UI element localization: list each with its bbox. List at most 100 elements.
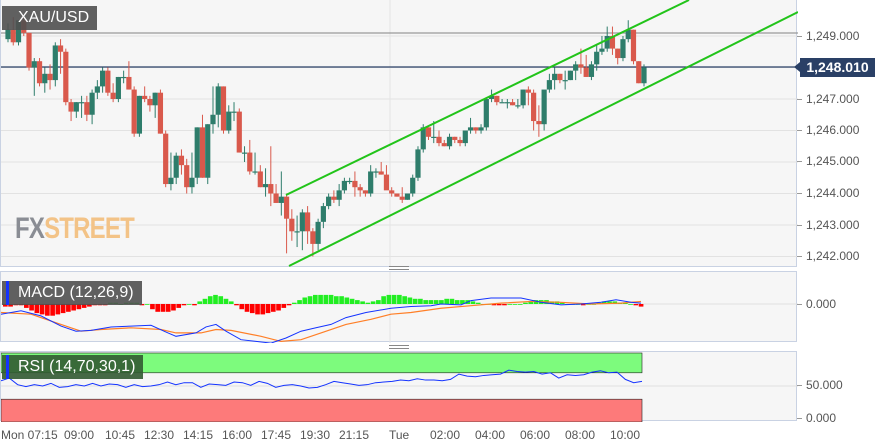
candle <box>94 80 100 99</box>
rsi-overbought-zone <box>1 352 643 374</box>
x-axis-label: 17:45 <box>261 428 292 442</box>
candle <box>305 206 311 244</box>
candle <box>362 190 369 197</box>
candle <box>441 139 447 147</box>
candle <box>47 64 53 90</box>
y-axis-label: 1,246.000 <box>806 123 860 137</box>
candle <box>205 124 211 185</box>
candle <box>136 95 143 137</box>
candle <box>121 70 127 84</box>
candle <box>525 86 531 106</box>
y-axis-label: 1,249.000 <box>806 29 860 43</box>
macd-chart <box>1 272 798 343</box>
candle <box>404 193 411 200</box>
rsi-oversold-zone <box>1 398 643 422</box>
candle <box>31 58 37 96</box>
candle <box>210 86 216 134</box>
candle <box>641 64 647 87</box>
y-tick <box>797 130 802 131</box>
macd-line <box>1 297 642 343</box>
candle <box>226 105 232 134</box>
candle <box>294 215 300 248</box>
candle <box>194 127 200 185</box>
candle <box>231 102 237 122</box>
candle <box>615 48 621 65</box>
candle <box>100 67 106 93</box>
candle <box>283 193 290 254</box>
candle <box>478 124 484 134</box>
y-tick <box>797 36 802 37</box>
candle <box>557 73 563 84</box>
candle <box>105 67 111 96</box>
candle <box>504 99 510 109</box>
candle <box>594 45 600 71</box>
candle <box>63 48 69 106</box>
candle <box>352 171 358 197</box>
candle <box>299 209 305 251</box>
candle <box>326 193 332 210</box>
candle <box>599 36 605 55</box>
price-chart-pane[interactable] <box>0 0 798 267</box>
candle <box>515 99 521 109</box>
candle <box>262 168 269 197</box>
candle <box>636 61 642 84</box>
candle <box>147 95 153 112</box>
candle <box>320 202 326 229</box>
candle <box>78 95 85 118</box>
candle <box>252 152 258 175</box>
candle <box>399 187 405 203</box>
candle <box>110 83 116 103</box>
candle <box>431 121 437 144</box>
x-axis-label: 09:00 <box>64 428 95 442</box>
candle <box>89 89 95 125</box>
fxstreet-watermark: FXSTREET <box>15 212 135 246</box>
candle <box>331 190 337 203</box>
candle <box>247 139 253 175</box>
candle <box>583 54 589 77</box>
candle <box>620 36 626 62</box>
candle <box>347 177 353 185</box>
candle <box>415 146 421 181</box>
candle <box>368 165 374 197</box>
candle <box>546 73 552 93</box>
candle <box>499 99 505 104</box>
candle <box>389 187 395 197</box>
candle <box>73 102 79 118</box>
candle <box>573 61 579 81</box>
candle <box>457 136 463 147</box>
candle <box>52 42 58 87</box>
macd-label-accent <box>6 281 9 305</box>
candle <box>189 152 195 194</box>
candle <box>126 61 132 90</box>
x-axis-label: 19:30 <box>300 428 331 442</box>
candle <box>552 67 558 90</box>
x-axis-label: 10:45 <box>105 428 136 442</box>
candle <box>26 32 32 71</box>
candle <box>152 92 158 118</box>
y-axis-label: 1,242.000 <box>806 249 860 263</box>
candle <box>42 67 48 93</box>
x-axis-label: 14:15 <box>183 428 214 442</box>
y-axis-label: 1,243.000 <box>806 218 860 232</box>
channel-lower-line <box>288 11 798 267</box>
candle <box>483 99 489 131</box>
candle <box>236 108 242 153</box>
rsi-label: RSI (14,70,30,1) <box>2 355 144 379</box>
x-axis-label: 21:15 <box>339 428 370 442</box>
candle <box>467 117 474 134</box>
candle <box>341 177 347 194</box>
candle <box>383 165 390 191</box>
candle <box>531 89 537 131</box>
candle <box>163 130 169 188</box>
channel-upper-line <box>285 0 690 196</box>
candle <box>357 184 363 197</box>
x-axis-label: Mon 07:15 <box>1 428 58 442</box>
y-tick <box>797 225 802 226</box>
rsi-line <box>1 369 643 389</box>
rsi-pane[interactable] <box>0 351 798 422</box>
watermark-fx: FX <box>15 212 45 245</box>
candle <box>394 193 400 197</box>
candle <box>373 168 379 178</box>
candle <box>473 127 479 134</box>
y-axis-label: 0.000 <box>806 297 837 311</box>
